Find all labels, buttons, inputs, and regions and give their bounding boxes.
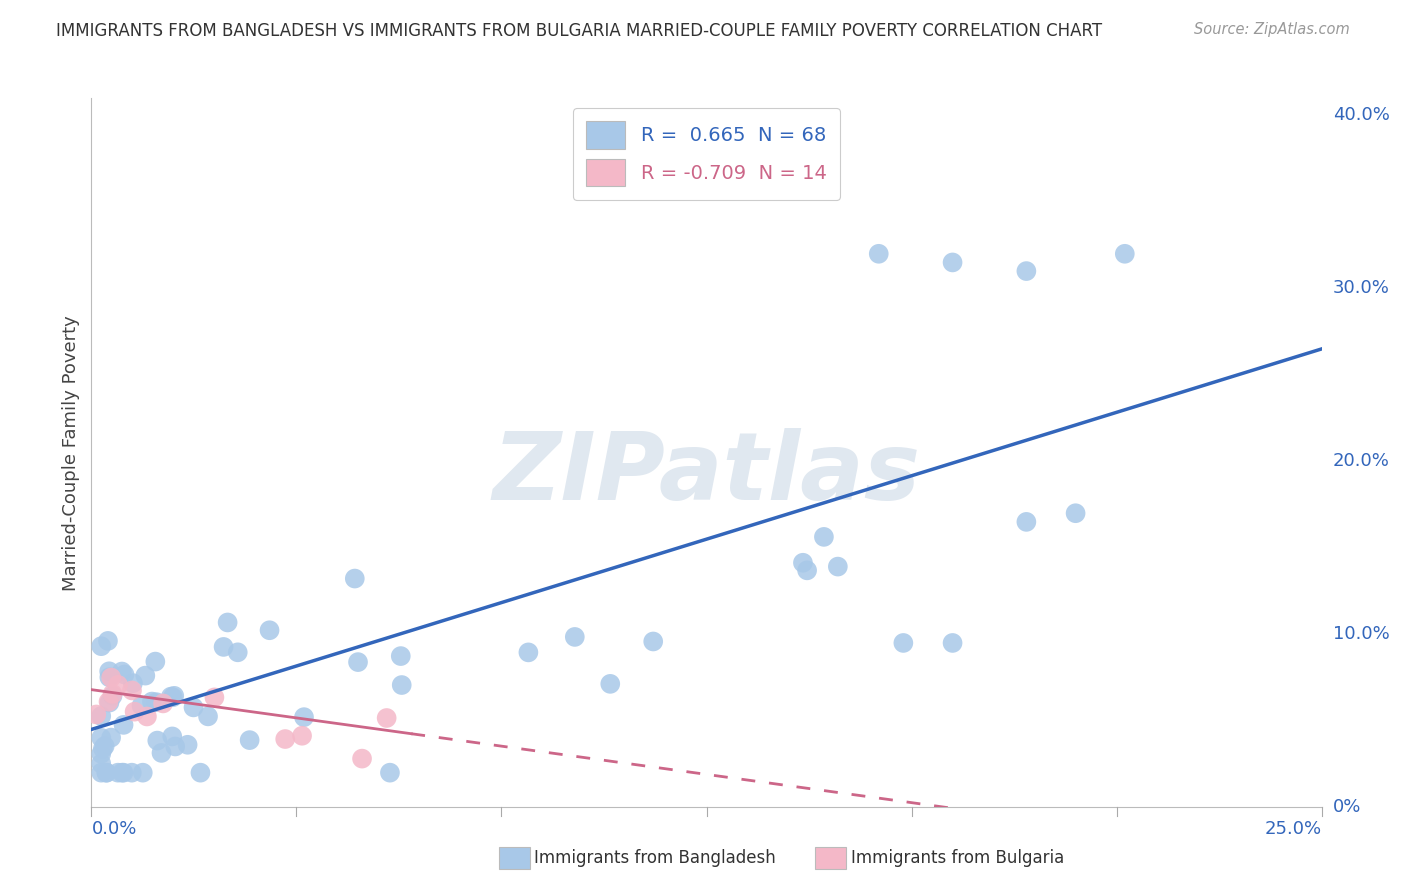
Point <box>141 695 163 709</box>
Point <box>162 730 184 744</box>
Point <box>114 667 136 681</box>
Text: Source: ZipAtlas.com: Source: ZipAtlas.com <box>1194 22 1350 37</box>
Point <box>100 731 122 745</box>
Point <box>259 624 281 638</box>
Text: ZIPatlas: ZIPatlas <box>492 428 921 520</box>
Point <box>112 718 135 732</box>
Point <box>150 746 173 760</box>
Text: 10.0%: 10.0% <box>1333 625 1389 643</box>
Point <box>124 705 146 719</box>
Text: 20.0%: 20.0% <box>1333 452 1389 470</box>
Point <box>143 655 166 669</box>
Legend: R =  0.665  N = 68, R = -0.709  N = 14: R = 0.665 N = 68, R = -0.709 N = 14 <box>572 108 841 200</box>
Point <box>517 645 540 659</box>
Point <box>868 247 890 261</box>
Point <box>101 687 124 701</box>
Point <box>197 709 219 723</box>
Point <box>564 630 586 644</box>
Point <box>1015 515 1038 529</box>
Point <box>131 698 153 713</box>
Point <box>378 765 401 780</box>
Point <box>162 690 184 705</box>
Point <box>226 645 249 659</box>
Point <box>291 729 314 743</box>
Point <box>176 738 198 752</box>
Point <box>163 689 186 703</box>
Point <box>183 700 205 714</box>
Point <box>111 665 134 679</box>
Text: 40.0%: 40.0% <box>1333 106 1389 124</box>
Point <box>90 709 112 723</box>
Point <box>643 634 665 648</box>
Point <box>1064 506 1087 520</box>
Point <box>146 733 169 747</box>
Point <box>93 739 115 753</box>
Point <box>343 572 366 586</box>
Point <box>891 636 914 650</box>
Point <box>112 765 135 780</box>
Point <box>136 709 159 723</box>
Point <box>217 615 239 630</box>
Text: 0.0%: 0.0% <box>91 820 136 838</box>
Point <box>792 556 814 570</box>
Point <box>98 665 121 679</box>
Point <box>90 731 112 745</box>
Point <box>292 710 315 724</box>
Text: 25.0%: 25.0% <box>1264 820 1322 838</box>
Point <box>121 765 143 780</box>
Point <box>90 747 112 761</box>
Point <box>152 697 174 711</box>
Point <box>160 690 183 704</box>
Text: Immigrants from Bulgaria: Immigrants from Bulgaria <box>851 849 1064 867</box>
Point <box>96 765 118 780</box>
Text: IMMIGRANTS FROM BANGLADESH VS IMMIGRANTS FROM BULGARIA MARRIED-COUPLE FAMILY POV: IMMIGRANTS FROM BANGLADESH VS IMMIGRANTS… <box>56 22 1102 40</box>
Point <box>347 655 370 669</box>
Point <box>111 765 134 780</box>
Point <box>212 640 235 654</box>
Point <box>941 636 963 650</box>
Point <box>813 530 835 544</box>
Text: Immigrants from Bangladesh: Immigrants from Bangladesh <box>534 849 776 867</box>
Point <box>98 696 121 710</box>
Point <box>121 683 143 698</box>
Point <box>796 563 818 577</box>
Point <box>375 711 398 725</box>
Point <box>389 649 412 664</box>
Point <box>274 732 297 747</box>
Point <box>827 559 849 574</box>
Point <box>100 671 122 685</box>
Point <box>97 633 120 648</box>
Point <box>90 765 112 780</box>
Text: 30.0%: 30.0% <box>1333 279 1389 297</box>
Point <box>1114 247 1136 261</box>
Point <box>165 739 187 754</box>
Point <box>90 639 112 653</box>
Point <box>98 670 121 684</box>
Text: 0%: 0% <box>1333 798 1361 816</box>
Point <box>599 677 621 691</box>
Point <box>101 689 124 703</box>
Point <box>107 765 129 780</box>
Y-axis label: Married-Couple Family Poverty: Married-Couple Family Poverty <box>62 315 80 591</box>
Point <box>202 690 225 705</box>
Point <box>134 668 156 682</box>
Point <box>132 765 155 780</box>
Point <box>1015 264 1038 278</box>
Point <box>91 741 114 756</box>
Point <box>391 678 413 692</box>
Point <box>96 765 118 780</box>
Point <box>239 733 262 747</box>
Point <box>107 678 129 692</box>
Point <box>86 707 108 722</box>
Point <box>145 695 167 709</box>
Point <box>190 765 212 780</box>
Point <box>90 756 112 771</box>
Point <box>352 751 374 765</box>
Point <box>122 676 145 690</box>
Point <box>97 695 120 709</box>
Point <box>941 255 963 269</box>
